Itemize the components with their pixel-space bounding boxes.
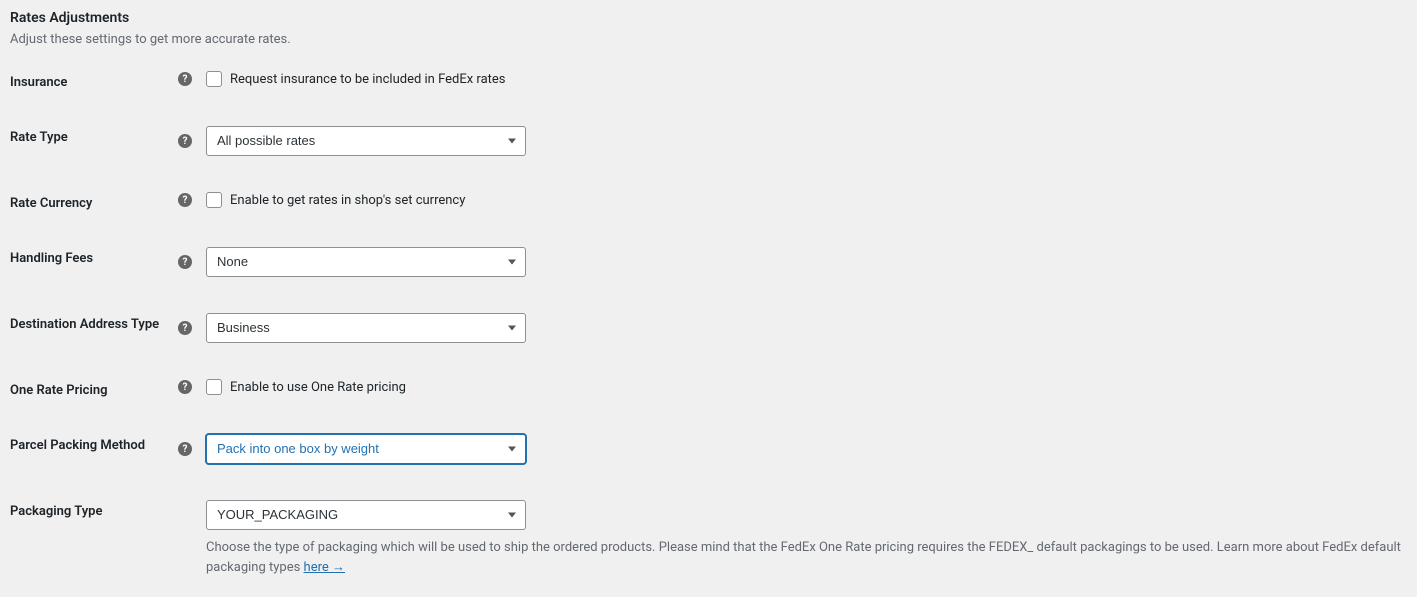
packaging-type-row: Packaging Type YOUR_PACKAGING Choose the… bbox=[10, 500, 1407, 577]
insurance-checkbox-label: Request insurance to be included in FedE… bbox=[230, 72, 506, 87]
parcel-packing-method-select[interactable]: Pack into one box by weight bbox=[206, 434, 526, 464]
rate-type-label: Rate Type bbox=[10, 126, 178, 145]
packaging-type-label: Packaging Type bbox=[10, 500, 178, 519]
one-rate-pricing-row: One Rate Pricing ? Enable to use One Rat… bbox=[10, 379, 1407, 398]
rate-currency-label: Rate Currency bbox=[10, 192, 178, 211]
rate-currency-checkbox-label: Enable to get rates in shop's set curren… bbox=[230, 193, 465, 208]
section-description: Adjust these settings to get more accura… bbox=[10, 32, 1407, 47]
rate-currency-row: Rate Currency ? Enable to get rates in s… bbox=[10, 192, 1407, 211]
help-icon[interactable]: ? bbox=[178, 72, 192, 86]
rate-currency-checkbox[interactable] bbox=[206, 192, 222, 208]
insurance-row: Insurance ? Request insurance to be incl… bbox=[10, 71, 1407, 90]
destination-address-type-label: Destination Address Type bbox=[10, 313, 178, 332]
help-icon[interactable]: ? bbox=[178, 193, 192, 207]
parcel-packing-method-label: Parcel Packing Method bbox=[10, 434, 178, 453]
settings-form: Insurance ? Request insurance to be incl… bbox=[10, 71, 1407, 577]
help-icon[interactable]: ? bbox=[178, 442, 192, 456]
section-title: Rates Adjustments bbox=[10, 10, 1407, 26]
packaging-type-help: Choose the type of packaging which will … bbox=[206, 538, 1407, 577]
packaging-help-link[interactable]: here → bbox=[304, 560, 345, 575]
one-rate-pricing-checkbox[interactable] bbox=[206, 379, 222, 395]
rate-type-row: Rate Type ? All possible rates bbox=[10, 126, 1407, 156]
one-rate-pricing-label: One Rate Pricing bbox=[10, 379, 178, 398]
one-rate-pricing-checkbox-label: Enable to use One Rate pricing bbox=[230, 380, 406, 395]
insurance-label: Insurance bbox=[10, 71, 178, 90]
destination-address-type-select[interactable]: Business bbox=[206, 313, 526, 343]
handling-fees-row: Handling Fees ? None bbox=[10, 247, 1407, 277]
insurance-checkbox[interactable] bbox=[206, 71, 222, 87]
help-icon[interactable]: ? bbox=[178, 380, 192, 394]
handling-fees-label: Handling Fees bbox=[10, 247, 178, 266]
help-icon[interactable]: ? bbox=[178, 134, 192, 148]
help-icon[interactable]: ? bbox=[178, 255, 192, 269]
parcel-packing-method-row: Parcel Packing Method ? Pack into one bo… bbox=[10, 434, 1407, 464]
destination-address-type-row: Destination Address Type ? Business bbox=[10, 313, 1407, 343]
help-icon[interactable]: ? bbox=[178, 321, 192, 335]
packaging-type-select[interactable]: YOUR_PACKAGING bbox=[206, 500, 526, 530]
rate-type-select[interactable]: All possible rates bbox=[206, 126, 526, 156]
handling-fees-select[interactable]: None bbox=[206, 247, 526, 277]
